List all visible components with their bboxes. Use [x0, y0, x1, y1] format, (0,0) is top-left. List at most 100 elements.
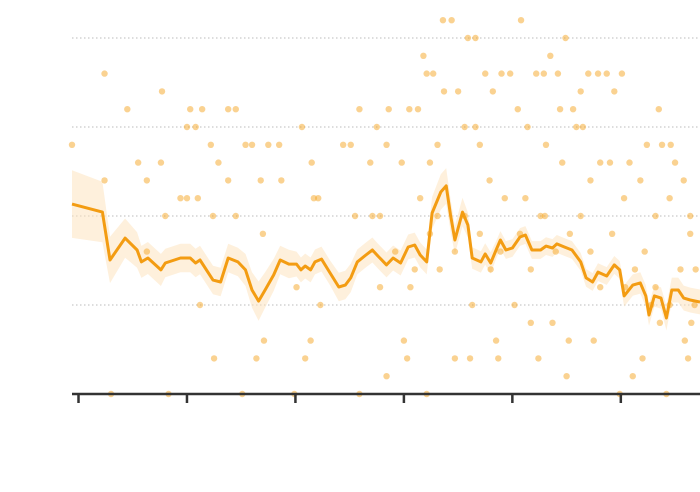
data-point — [68, 141, 76, 148]
data-point — [307, 337, 314, 344]
data-point — [259, 230, 267, 237]
data-point — [618, 70, 626, 77]
data-point — [356, 106, 363, 113]
data-point — [691, 301, 698, 309]
data-point — [308, 159, 315, 166]
data-point — [248, 141, 256, 148]
data-point — [423, 70, 430, 77]
data-point — [687, 230, 694, 237]
data-point — [392, 248, 399, 255]
data-point — [347, 141, 354, 148]
data-point — [514, 106, 521, 113]
data-point — [469, 301, 476, 309]
data-point — [414, 106, 422, 113]
data-point — [429, 70, 437, 77]
data-point — [376, 212, 384, 220]
data-point — [517, 17, 525, 24]
data-point — [527, 266, 534, 273]
data-point — [215, 159, 222, 166]
data-point — [681, 337, 689, 344]
data-point — [260, 337, 268, 344]
data-point — [376, 284, 384, 291]
data-point — [134, 159, 142, 166]
data-point — [476, 230, 484, 237]
data-point — [655, 106, 662, 113]
data-point — [666, 195, 673, 202]
data-point — [527, 319, 534, 326]
data-point — [565, 337, 572, 344]
data-point — [162, 212, 169, 220]
data-point — [656, 319, 664, 326]
data-point — [594, 70, 602, 77]
data-point — [464, 34, 472, 42]
data-point — [383, 141, 390, 148]
data-point — [486, 177, 493, 184]
data-point — [143, 248, 151, 255]
data-point — [549, 319, 556, 326]
data-point — [385, 106, 392, 113]
data-point — [403, 355, 411, 362]
data-point — [451, 248, 459, 255]
data-point — [658, 141, 666, 148]
data-point — [522, 195, 529, 202]
data-point — [563, 373, 570, 380]
data-point — [436, 266, 443, 273]
data-point — [573, 123, 580, 131]
data-point — [643, 141, 651, 148]
data-point — [533, 70, 540, 77]
trend-line — [71, 184, 700, 320]
data-point — [487, 266, 494, 273]
data-point — [448, 17, 455, 24]
data-point — [498, 70, 505, 77]
data-point — [253, 355, 260, 362]
data-point — [541, 212, 549, 220]
data-point — [667, 141, 674, 148]
data-point — [439, 17, 447, 24]
data-point — [476, 141, 484, 148]
data-point — [224, 177, 232, 184]
confidence-band — [72, 168, 700, 331]
data-point — [232, 106, 239, 113]
data-point — [556, 106, 564, 113]
data-point — [641, 248, 648, 255]
data-point — [298, 123, 306, 131]
data-point — [608, 230, 616, 237]
data-point — [569, 106, 577, 113]
data-point — [497, 248, 504, 255]
data-point — [587, 177, 594, 184]
data-point — [187, 106, 194, 113]
data-point — [620, 195, 628, 202]
data-point — [577, 88, 584, 95]
data-point — [547, 52, 554, 59]
data-point — [566, 230, 574, 237]
data-point — [367, 159, 374, 166]
data-point — [265, 141, 272, 148]
data-point — [411, 266, 418, 273]
data-point — [301, 355, 309, 362]
data-point — [562, 34, 569, 42]
data-point — [373, 123, 380, 131]
data-point — [351, 212, 359, 220]
data-point — [606, 159, 614, 166]
data-point — [157, 159, 165, 166]
data-point — [434, 141, 441, 148]
data-point — [177, 195, 184, 202]
data-point — [434, 212, 441, 220]
data-point — [198, 106, 206, 113]
data-point — [383, 373, 390, 380]
data-point — [554, 70, 562, 77]
data-point — [194, 195, 202, 202]
data-point — [407, 284, 414, 291]
data-point — [540, 70, 548, 77]
data-point — [597, 159, 604, 166]
data-point — [492, 337, 500, 344]
data-point — [629, 373, 636, 380]
data-point — [416, 195, 424, 202]
data-point — [684, 355, 692, 362]
data-point — [639, 355, 646, 362]
data-point — [278, 177, 285, 184]
data-point — [406, 106, 413, 113]
data-point — [637, 177, 644, 184]
data-point — [398, 159, 405, 166]
